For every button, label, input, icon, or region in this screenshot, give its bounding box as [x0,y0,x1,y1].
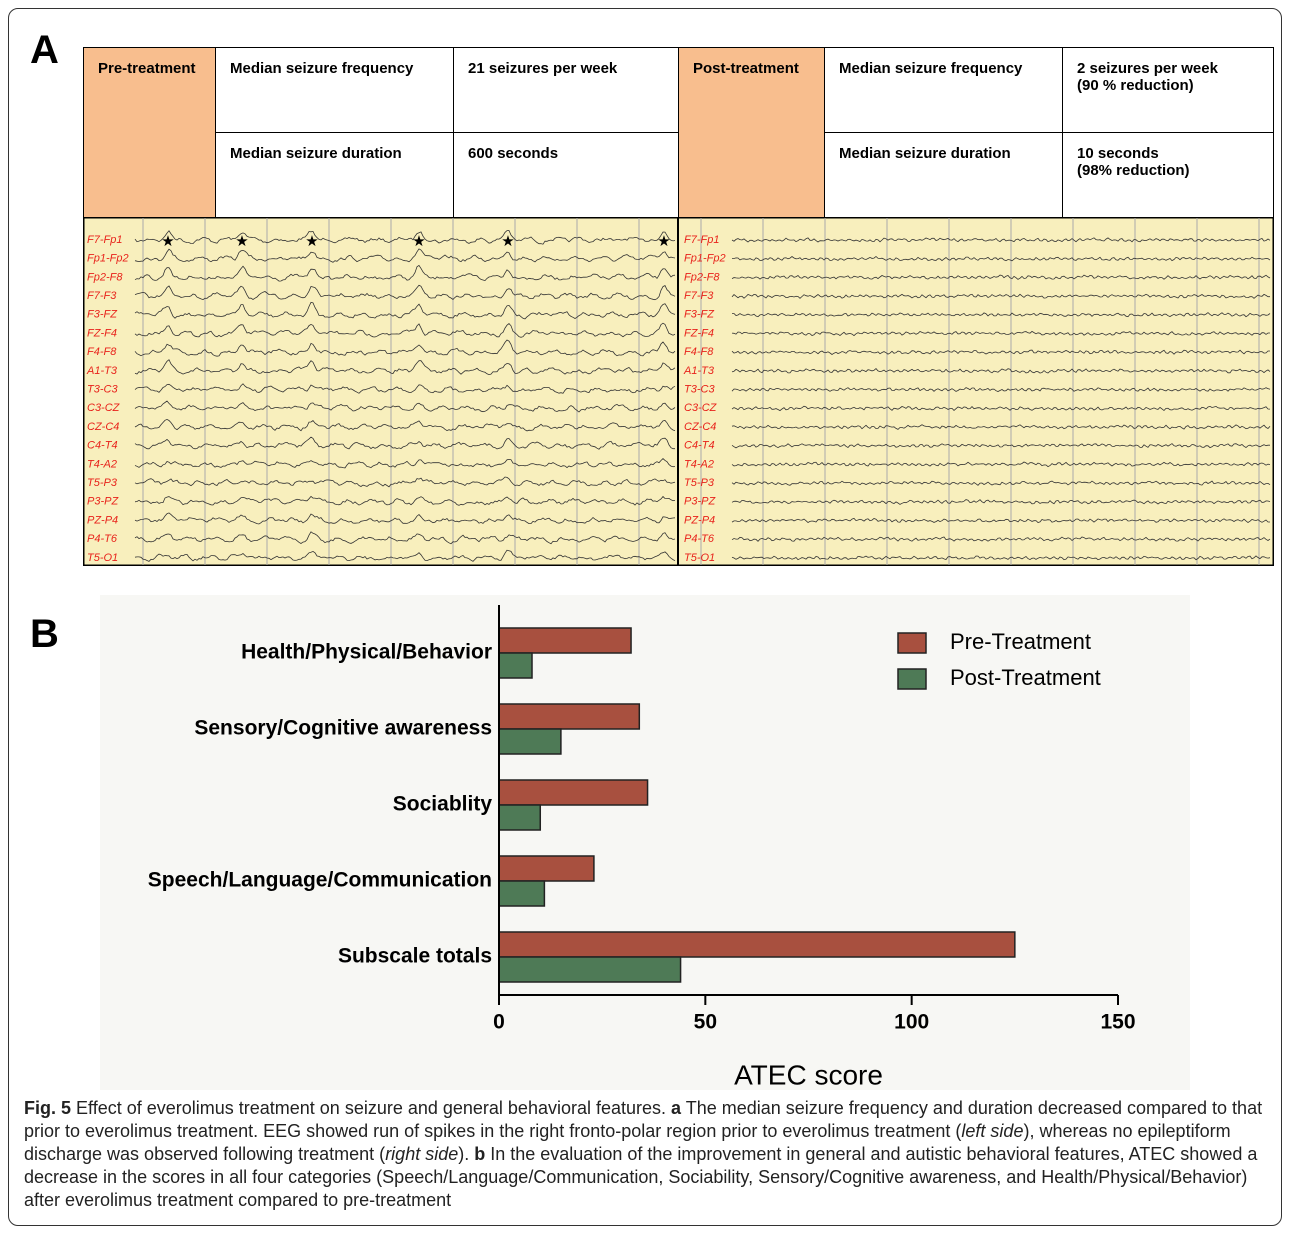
table-heading: Post-treatment [679,48,825,218]
caption-text: right side [385,1144,458,1164]
channel-label: F7-F3 [87,290,117,302]
legend-swatch [898,633,926,653]
table-cell: Median seizure frequency [216,48,454,133]
page: A Pre-treatment Median seizure frequency… [0,0,1292,1236]
channel-label: F4-F8 [87,346,117,358]
legend-label: Post-Treatment [950,665,1101,690]
bar [499,881,544,906]
table-cell: 10 seconds (98% reduction) [1063,133,1274,218]
channel-label: CZ-C4 [87,421,119,433]
channel-label: F7-Fp1 [684,234,719,246]
bar [499,805,540,830]
channel-label: T5-P3 [87,477,118,489]
channel-label: F3-FZ [684,309,715,321]
figure-caption: Fig. 5 Effect of everolimus treatment on… [24,1097,1274,1212]
channel-label: A1-T3 [86,365,118,377]
bar [499,628,631,653]
spike-star: ★ [305,233,318,250]
channel-label: Fp1-Fp2 [87,253,129,265]
spike-star: ★ [657,233,670,250]
channel-label: C3-CZ [87,402,121,414]
bar [499,653,532,678]
spike-star: ★ [412,233,425,250]
x-axis-title: ATEC score [734,1059,883,1090]
x-tick-label: 50 [694,1011,717,1034]
channel-label: T5-P3 [684,477,715,489]
category-label: Speech/Language/Communication [148,869,492,892]
channel-label: Fp1-Fp2 [684,253,726,265]
caption-text: a [671,1098,681,1118]
table-cell: Median seizure duration [216,133,454,218]
channel-label: C4-T4 [87,440,118,452]
channel-label: A1-T3 [683,365,715,377]
channel-label: P3-PZ [87,496,119,508]
caption-text: Effect of everolimus treatment on seizur… [71,1098,671,1118]
x-tick-label: 0 [493,1011,505,1034]
channel-label: FZ-F4 [87,327,117,339]
channel-label: T5-O1 [684,552,715,564]
channel-label: T5-O1 [87,552,118,564]
bar [499,932,1015,957]
table-cell: 21 seizures per week [454,48,679,133]
caption-label: Fig. 5 [24,1098,71,1118]
channel-label: T3-C3 [684,384,715,396]
channel-label: CZ-C4 [684,421,716,433]
table-cell: 600 seconds [454,133,679,218]
bar [499,704,639,729]
channel-label: P3-PZ [684,496,716,508]
category-label: Sociablity [393,793,493,816]
atec-chart: Health/Physical/Behavior Sensory/Cognitiv… [0,590,1292,1095]
table-cell: Median seizure frequency [825,48,1063,133]
channel-label: C3-CZ [684,402,718,414]
channel-label: F7-Fp1 [87,234,122,246]
category-label: Health/Physical/Behavior [241,641,492,664]
channel-label: F7-F3 [684,290,714,302]
channel-label: P4-T6 [684,533,715,545]
bar [499,856,594,881]
panel-label: A [30,28,59,73]
channel-label: C4-T4 [684,440,715,452]
legend-label: Pre-Treatment [950,629,1091,654]
table-heading: Pre-treatment [84,48,216,218]
channel-label: F3-FZ [87,309,118,321]
legend-swatch [898,669,926,689]
table-cell: 2 seizures per week (90 % reduction) [1063,48,1274,133]
bar [499,729,561,754]
eeg-traces: ★ ★ ★ ★ ★ ★ F7-Fp1Fp1-Fp2Fp2-F8F7-F3F3-F… [83,217,1274,566]
channel-label: FZ-F4 [684,327,714,339]
channel-label: PZ-P4 [684,514,715,526]
seizure-table: Pre-treatment Median seizure frequency 2… [83,47,1274,218]
channel-label: T4-A2 [87,458,117,470]
channel-label: T3-C3 [87,384,118,396]
category-label: Sensory/Cognitive awareness [194,717,492,740]
channel-label: F4-F8 [684,346,714,358]
x-tick-label: 100 [894,1011,929,1034]
caption-text: b [474,1144,485,1164]
caption-text: left side [961,1121,1023,1141]
table-cell: Median seizure duration [825,133,1063,218]
channel-label: PZ-P4 [87,514,118,526]
channel-label: Fp2-F8 [684,271,720,283]
caption-text: ). [458,1144,474,1164]
channel-label: T4-A2 [684,458,714,470]
bar [499,780,648,805]
category-label: Subscale totals [338,945,492,968]
x-tick-label: 150 [1100,1011,1135,1034]
bar [499,957,681,982]
channel-label: P4-T6 [87,533,118,545]
channel-label: Fp2-F8 [87,271,123,283]
